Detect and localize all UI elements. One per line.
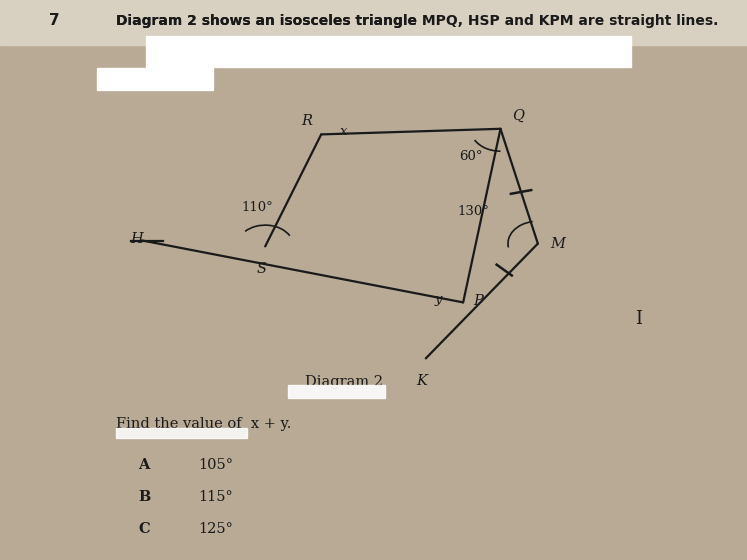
Text: 125°: 125° <box>198 522 233 536</box>
Bar <box>97 68 213 90</box>
Text: B: B <box>138 490 150 504</box>
Bar <box>146 36 631 67</box>
Text: P: P <box>473 293 483 308</box>
Text: Diagram 2 shows an isosceles triangle MPQ, HSP and KPM are straight lines.: Diagram 2 shows an isosceles triangle MP… <box>116 14 718 28</box>
Text: C: C <box>138 522 150 536</box>
Text: Q: Q <box>512 109 524 123</box>
Text: Find the value of  x + y.: Find the value of x + y. <box>116 417 291 431</box>
Text: 105°: 105° <box>198 458 233 472</box>
Text: A: A <box>138 458 149 472</box>
Text: Diagram 2: Diagram 2 <box>305 375 382 389</box>
Text: I: I <box>635 310 642 328</box>
Bar <box>0 0 747 45</box>
Text: 7: 7 <box>49 13 59 28</box>
Text: H: H <box>131 232 143 246</box>
Text: Diagram 2 shows an isosceles triangle: Diagram 2 shows an isosceles triangle <box>116 14 421 28</box>
Text: 110°: 110° <box>242 201 273 214</box>
Text: M: M <box>550 237 565 251</box>
Text: y: y <box>435 293 442 306</box>
Text: 115°: 115° <box>198 490 233 504</box>
Text: K: K <box>417 374 427 388</box>
Bar <box>116 428 247 438</box>
Text: 130°: 130° <box>457 206 489 218</box>
Text: R: R <box>301 114 311 128</box>
Text: S: S <box>256 262 267 276</box>
Bar <box>288 385 385 398</box>
Text: x: x <box>340 125 347 138</box>
Text: 60°: 60° <box>459 150 483 163</box>
